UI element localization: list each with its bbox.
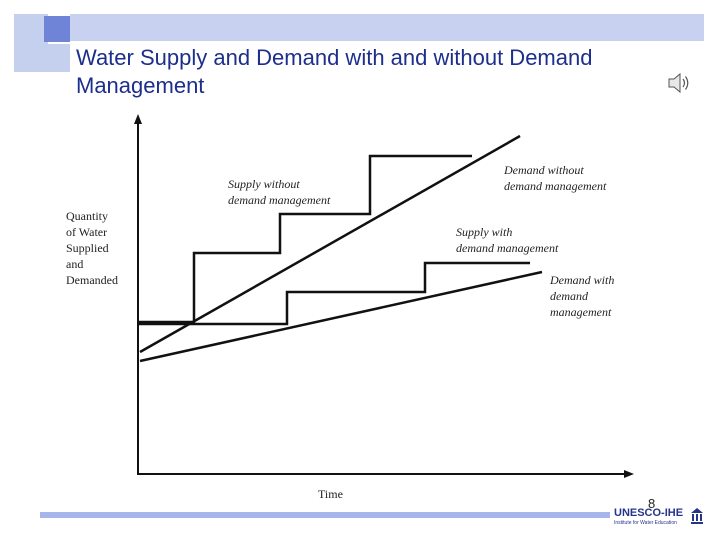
demand-without-label: Demand without demand management bbox=[503, 163, 607, 193]
supply-with-label: Supply with demand management bbox=[456, 225, 559, 255]
slide-title: Water Supply and Demand with and without… bbox=[76, 45, 593, 98]
supply-without-line bbox=[138, 154, 472, 324]
unesco-ihe-logo: UNESCO-IHE Institute for Water Education bbox=[614, 506, 704, 530]
decor-square-dark bbox=[44, 16, 70, 42]
page-number: 8 bbox=[648, 496, 656, 511]
logo-name: UNESCO-IHE bbox=[614, 507, 684, 519]
footer-bar bbox=[40, 512, 610, 518]
demand-with-line bbox=[139, 270, 543, 363]
x-axis-arrow bbox=[624, 470, 634, 478]
temple-icon bbox=[691, 508, 703, 524]
header-bar bbox=[70, 14, 704, 41]
decor-square-lower bbox=[14, 44, 70, 72]
speaker-icon[interactable] bbox=[666, 70, 692, 96]
logo-subtitle: Institute for Water Education bbox=[614, 520, 677, 526]
demand-without-line bbox=[139, 134, 521, 354]
x-axis-label: Time bbox=[318, 487, 343, 501]
supply-without-label: Supply without demand management bbox=[228, 177, 331, 207]
y-axis-arrow bbox=[134, 114, 142, 124]
demand-with-label: Demand with demand management bbox=[549, 273, 617, 319]
supply-with-line bbox=[138, 261, 530, 326]
y-axis-label: Quantity of Water Supplied and Demanded bbox=[66, 209, 118, 287]
decor-square-light bbox=[14, 14, 48, 48]
